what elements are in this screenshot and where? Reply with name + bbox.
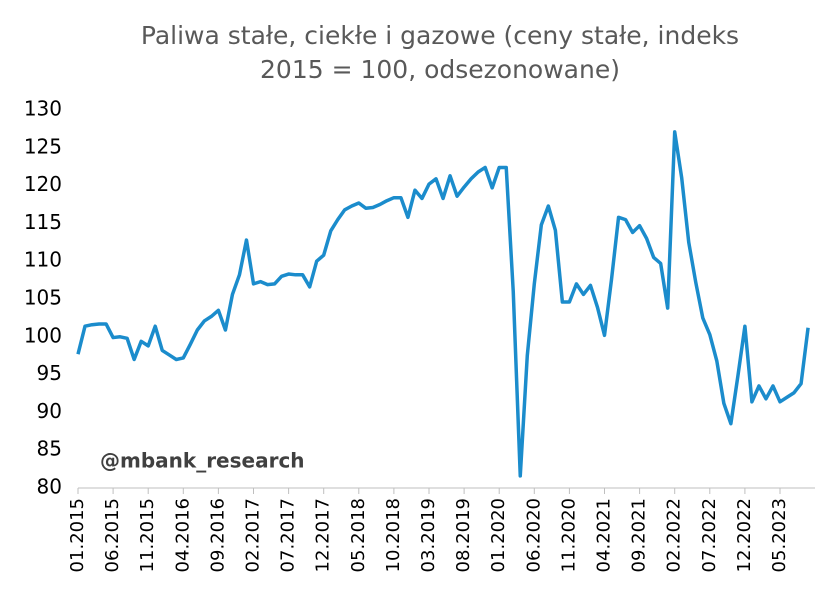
x-tick-label: 07.2017: [278, 498, 299, 572]
y-tick-label: 115: [24, 210, 62, 234]
x-tick-label: 11.2015: [137, 498, 158, 572]
x-tick-label: 06.2015: [102, 498, 123, 572]
x-tick-label: 07.2022: [699, 498, 720, 572]
x-tick-label: 02.2022: [664, 498, 685, 572]
x-tick-label: 05.2018: [348, 498, 369, 572]
y-tick-label: 90: [37, 399, 62, 423]
y-tick-label: 85: [37, 437, 62, 461]
y-tick-label: 120: [24, 172, 62, 196]
x-tick-label: 09.2016: [207, 498, 228, 572]
x-tick-label: 12.2022: [734, 498, 755, 572]
y-tick-label: 105: [24, 286, 62, 310]
y-tick-label: 95: [37, 361, 62, 385]
x-tick-label: 04.2016: [172, 498, 193, 572]
x-tick-label: 03.2019: [418, 498, 439, 572]
y-tick-label: 130: [24, 97, 62, 121]
y-tick-label: 80: [37, 475, 62, 499]
y-tick-label: 110: [24, 248, 62, 272]
x-tick-label: 05.2023: [769, 498, 790, 572]
x-tick-label: 11.2020: [558, 498, 579, 572]
y-tick-label: 125: [24, 134, 62, 158]
chart-title: 2015 = 100, odsezonowane): [260, 55, 620, 84]
line: [76, 130, 810, 478]
x-tick-label: 06.2020: [523, 498, 544, 572]
annotation: @mbank_research: [100, 449, 305, 473]
chart-title: Paliwa stałe, ciekłe i gazowe (ceny stał…: [141, 21, 739, 50]
x-tick-label: 09.2021: [629, 498, 650, 572]
x-tick-label: 04.2021: [594, 498, 615, 572]
x-tick-label: 10.2018: [383, 498, 404, 572]
x-tick-label: 01.2020: [488, 498, 509, 572]
x-tick-label: 01.2015: [67, 498, 88, 572]
x-tick-label: 12.2017: [313, 498, 334, 572]
x-tick-label: 02.2017: [243, 498, 264, 572]
x-tick-label: 08.2019: [453, 498, 474, 572]
y-tick-label: 100: [24, 323, 62, 347]
